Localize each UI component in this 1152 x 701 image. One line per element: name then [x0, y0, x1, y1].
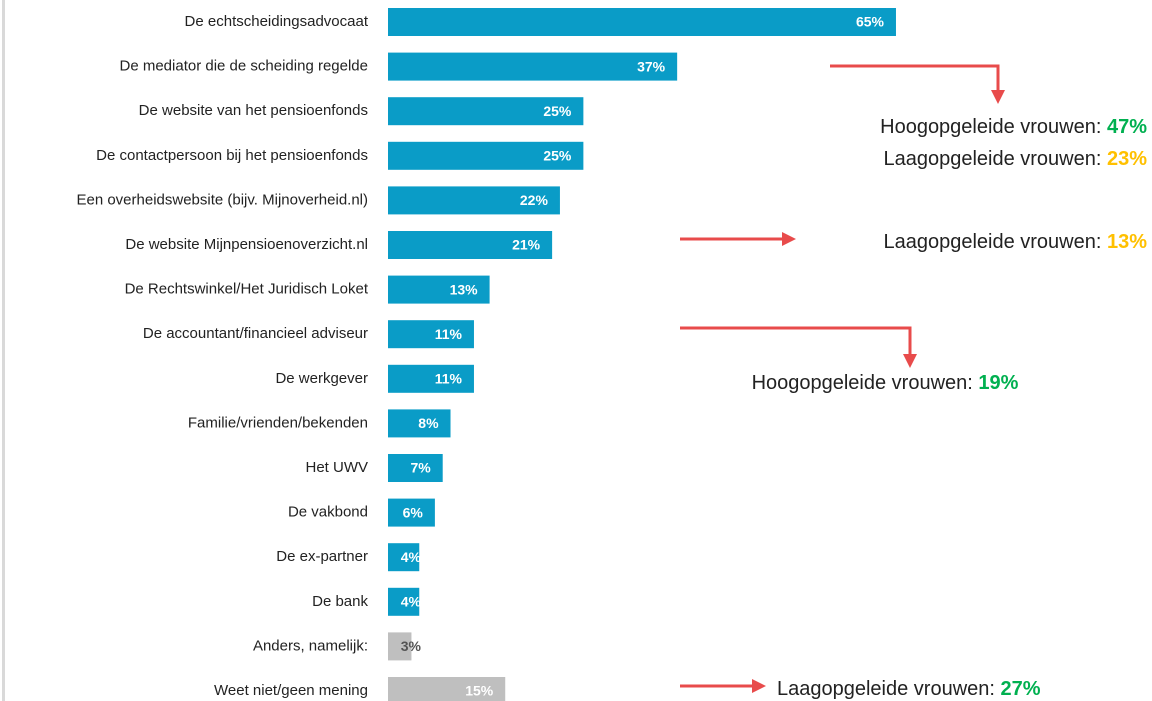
annotation-text: Hoogopgeleide vrouwen: [752, 372, 973, 394]
bar [388, 8, 896, 36]
annotation: Hoogopgeleide vrouwen: 19% [752, 372, 1019, 394]
category-label: Het UWV [305, 459, 368, 476]
bar [388, 320, 474, 349]
bar [388, 454, 443, 482]
annotation-text: Laagopgeleide vrouwen: [883, 231, 1101, 253]
data-label: 4% [401, 549, 422, 565]
annotation: Laagopgeleide vrouwen: 13% [883, 231, 1147, 253]
bar [388, 52, 678, 81]
category-label: De accountant/financieel adviseur [143, 325, 368, 342]
annotation-value: 47% [1107, 116, 1147, 138]
data-label: 11% [435, 371, 463, 387]
data-label: 37% [637, 58, 666, 74]
bar [388, 543, 420, 572]
data-label: 65% [856, 14, 885, 30]
data-label: 11% [435, 326, 463, 342]
data-label: 21% [512, 237, 541, 253]
annotation: Laagopgeleide vrouwen: 27% [777, 678, 1041, 700]
data-label: 8% [418, 415, 439, 431]
left-border [2, 0, 5, 701]
data-label: 7% [410, 460, 431, 476]
category-label: De werkgever [275, 370, 368, 387]
annotation-value: 23% [1107, 148, 1147, 170]
data-label: 13% [450, 281, 479, 297]
arrow-head [752, 679, 766, 693]
arrow-head [782, 232, 796, 246]
category-label: De contactpersoon bij het pensioenfonds [96, 147, 368, 164]
bar [388, 186, 560, 215]
category-label: De echtscheidingsadvocaat [185, 13, 369, 30]
arrow-head [903, 354, 917, 368]
category-label: De vakbond [288, 504, 368, 521]
bar [388, 231, 553, 259]
annotation-text: Hoogopgeleide vrouwen: [880, 116, 1101, 138]
bar [388, 587, 420, 616]
arrows [680, 64, 1005, 693]
annotation-value: 13% [1107, 231, 1147, 253]
data-label: 25% [543, 103, 572, 119]
bar [388, 141, 584, 170]
annotation-text: Laagopgeleide vrouwen: [883, 148, 1101, 170]
annotation: Laagopgeleide vrouwen: 23% [883, 148, 1147, 170]
category-label: Anders, namelijk: [253, 637, 368, 654]
bar [388, 275, 490, 304]
bar [388, 498, 435, 527]
category-label: De bank [312, 593, 368, 610]
bar [388, 364, 474, 393]
arrow-head [991, 90, 1005, 104]
category-label: De website van het pensioenfonds [139, 102, 368, 119]
annotation-value: 27% [1001, 678, 1041, 700]
bar [388, 97, 584, 126]
category-label: De mediator die de scheiding regelde [120, 58, 369, 75]
bar [388, 632, 412, 661]
bar [388, 409, 451, 438]
annotation-value: 19% [978, 372, 1018, 394]
annotation-text: Laagopgeleide vrouwen: [777, 678, 995, 700]
arrow [830, 64, 1000, 92]
bar [388, 677, 506, 701]
category-label: De Rechtswinkel/Het Juridisch Loket [125, 281, 369, 298]
data-label: 22% [520, 192, 549, 208]
category-label: Familie/vrienden/bekenden [188, 414, 368, 431]
arrow [680, 326, 912, 356]
data-label: 4% [401, 594, 422, 610]
data-label: 25% [543, 148, 572, 164]
category-label: De website Mijnpensioenoverzicht.nl [125, 236, 368, 253]
data-label: 3% [401, 638, 422, 654]
annotation: Hoogopgeleide vrouwen: 47% [880, 116, 1147, 138]
data-label: 15% [465, 683, 494, 699]
category-label: Weet niet/geen mening [214, 682, 368, 699]
category-label: Een overheidswebsite (bijv. Mijnoverheid… [76, 191, 368, 208]
data-label: 6% [403, 504, 424, 520]
category-label: De ex-partner [276, 548, 368, 565]
